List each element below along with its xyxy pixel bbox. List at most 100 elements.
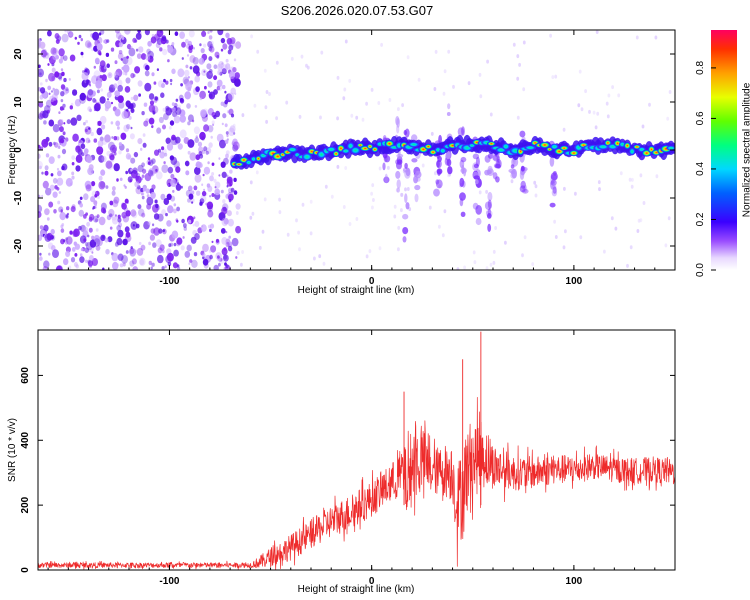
- ridge-core: [539, 141, 551, 149]
- streak-speckle: [487, 223, 492, 232]
- noise-speckle: [38, 256, 43, 261]
- noise-speckle: [226, 134, 229, 138]
- noise-speckle: [184, 160, 190, 167]
- noise-speckle: [57, 170, 62, 177]
- noise-speckle: [176, 219, 179, 223]
- noise-speckle: [213, 264, 219, 270]
- faint-speckle: [549, 33, 552, 38]
- faint-speckle: [639, 173, 643, 178]
- noise-speckle: [58, 111, 61, 114]
- noise-speckle: [95, 80, 102, 89]
- noise-speckle: [151, 105, 159, 114]
- noise-speckle: [78, 209, 85, 217]
- noise-speckle: [60, 119, 64, 124]
- noise-speckle: [214, 181, 221, 189]
- colorbar-tick-label: 0.0: [695, 263, 706, 277]
- faint-speckle: [606, 114, 610, 119]
- faint-speckle: [553, 219, 556, 224]
- faint-speckle: [285, 100, 289, 105]
- noise-speckle: [162, 229, 165, 233]
- noise-speckle: [184, 91, 191, 100]
- noise-speckle: [209, 40, 214, 46]
- faint-speckle: [240, 262, 243, 267]
- faint-speckle: [256, 49, 260, 54]
- noise-speckle: [223, 218, 229, 225]
- faint-speckle: [428, 205, 432, 210]
- noise-speckle: [217, 30, 224, 36]
- noise-speckle: [44, 208, 50, 216]
- noise-speckle: [194, 174, 202, 183]
- noise-speckle: [194, 220, 200, 227]
- noise-speckle: [213, 75, 218, 81]
- noise-speckle: [119, 263, 124, 268]
- noise-speckle: [74, 98, 81, 107]
- noise-speckle: [107, 236, 113, 243]
- noise-speckle: [158, 116, 164, 124]
- faint-speckle: [574, 191, 577, 196]
- noise-speckle: [138, 93, 142, 97]
- faint-speckle: [489, 262, 493, 267]
- faint-speckle: [577, 103, 581, 108]
- noise-speckle: [143, 221, 150, 230]
- noise-speckle: [125, 148, 130, 153]
- faint-speckle: [378, 166, 382, 171]
- noise-speckle: [225, 63, 231, 70]
- noise-speckle: [96, 127, 103, 136]
- noise-speckle: [52, 249, 59, 258]
- noise-speckle: [170, 82, 173, 86]
- noise-speckle: [105, 52, 110, 58]
- noise-speckle: [71, 175, 75, 180]
- faint-speckle: [393, 214, 397, 219]
- y-tick-label: 600: [20, 367, 31, 384]
- noise-speckle: [165, 212, 168, 217]
- ridge-core: [629, 147, 636, 156]
- noise-speckle: [175, 98, 179, 102]
- faint-speckle: [580, 107, 584, 112]
- noise-speckle: [225, 153, 229, 159]
- noise-speckle: [52, 191, 58, 198]
- noise-speckle: [147, 221, 151, 226]
- noise-speckle: [233, 58, 237, 62]
- noise-speckle: [132, 37, 137, 43]
- noise-speckle: [95, 218, 98, 223]
- faint-speckle: [610, 216, 614, 221]
- faint-speckle: [301, 202, 305, 207]
- noise-speckle: [74, 253, 78, 257]
- noise-speckle: [114, 214, 118, 217]
- noise-speckle: [167, 205, 174, 214]
- noise-speckle: [52, 53, 59, 61]
- noise-speckle: [136, 53, 142, 59]
- noise-speckle: [74, 36, 78, 40]
- noise-speckle: [164, 265, 167, 269]
- noise-speckle: [39, 225, 44, 230]
- noise-speckle: [56, 177, 64, 186]
- noise-speckle: [138, 208, 145, 217]
- noise-speckle: [125, 100, 131, 108]
- noise-speckle: [129, 248, 137, 257]
- noise-speckle: [220, 161, 226, 168]
- noise-speckle: [148, 260, 152, 266]
- noise-speckle: [53, 209, 57, 214]
- noise-speckle: [224, 99, 228, 105]
- noise-speckle: [232, 67, 237, 73]
- noise-speckle: [160, 193, 166, 201]
- noise-speckle: [173, 203, 177, 207]
- noise-speckle: [170, 173, 175, 179]
- noise-speckle: [54, 33, 60, 40]
- noise-speckle: [60, 209, 63, 213]
- faint-speckle: [554, 74, 558, 79]
- noise-speckle: [199, 90, 207, 100]
- noise-speckle: [39, 72, 42, 76]
- noise-speckle: [185, 170, 190, 176]
- noise-speckle: [229, 37, 236, 45]
- noise-speckle: [116, 225, 122, 231]
- faint-speckle: [249, 180, 253, 185]
- noise-speckle: [170, 179, 177, 187]
- noise-speckle: [130, 108, 135, 114]
- noise-speckle: [221, 247, 228, 256]
- faint-speckle: [642, 201, 646, 205]
- faint-speckle: [596, 111, 600, 116]
- noise-speckle: [153, 81, 157, 85]
- noise-speckle: [192, 119, 195, 123]
- noise-speckle: [43, 224, 49, 232]
